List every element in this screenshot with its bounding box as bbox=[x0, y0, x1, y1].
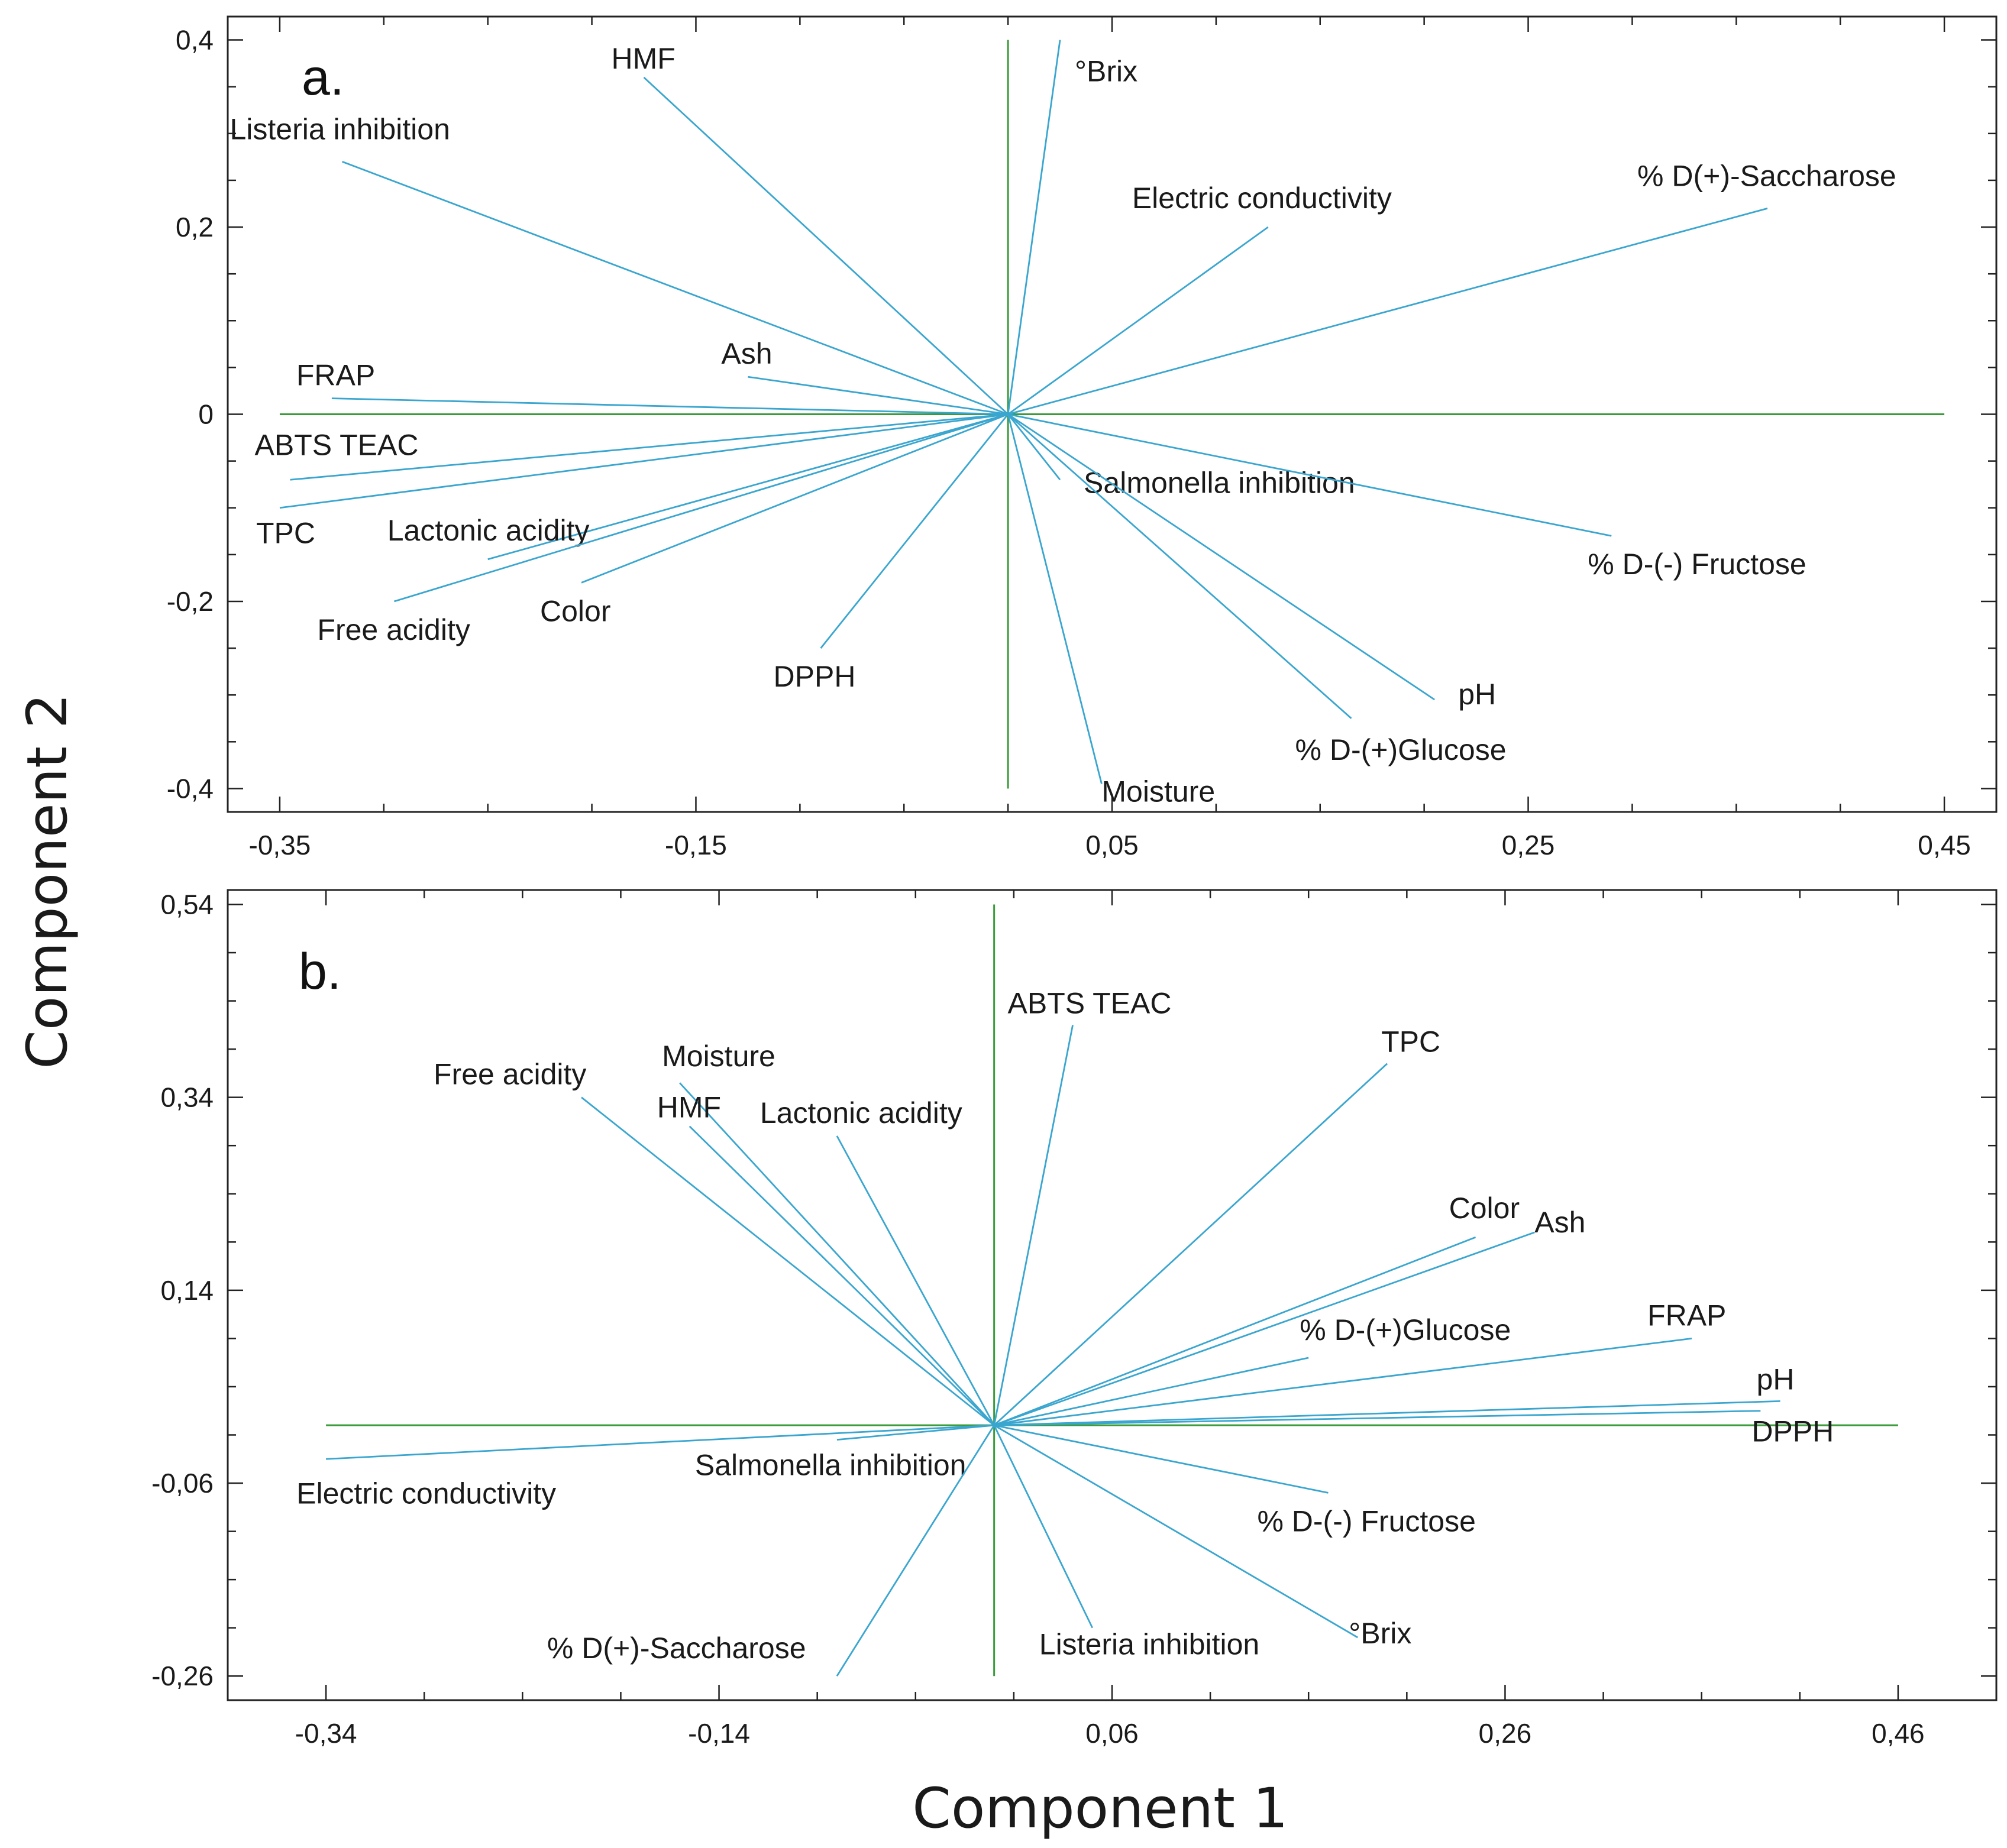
y-tick-label: -0,4 bbox=[167, 773, 214, 804]
vector-label-listeria-inhibition: Listeria inhibition bbox=[230, 112, 450, 145]
loading-vector-ash bbox=[994, 1231, 1535, 1426]
loading-vector-d-saccharose bbox=[1007, 208, 1768, 415]
panel-label-a: a. bbox=[302, 49, 344, 106]
y-axis-title: Component 2 bbox=[15, 693, 80, 1069]
x-tick-label: 0,26 bbox=[1479, 1718, 1532, 1749]
vector-label-abts-teac: ABTS TEAC bbox=[1008, 986, 1172, 1020]
loading-vector-brix bbox=[1007, 40, 1061, 415]
y-tick-label: -0,2 bbox=[167, 586, 214, 617]
loading-vector-ash bbox=[748, 376, 1009, 415]
vector-label-color: Color bbox=[1449, 1192, 1520, 1225]
vector-label-hmf: HMF bbox=[657, 1091, 721, 1124]
panel-label-b: b. bbox=[299, 943, 341, 1000]
y-tick-label: 0,34 bbox=[160, 1082, 214, 1113]
loading-vector-moisture bbox=[1007, 414, 1103, 784]
x-tick-label: 0,45 bbox=[1918, 830, 1971, 860]
vector-label-hmf: HMF bbox=[612, 42, 676, 75]
vector-label-ph: pH bbox=[1757, 1362, 1795, 1396]
vector-label-ash: Ash bbox=[721, 337, 772, 370]
vector-label-brix: °Brix bbox=[1349, 1617, 1411, 1650]
vector-label-electric-conductivity: Electric conductivity bbox=[296, 1477, 556, 1510]
loading-vector-electric-conductivity bbox=[1007, 226, 1269, 415]
vector-label-lactonic-acidity: Lactonic acidity bbox=[760, 1096, 962, 1129]
loading-vector-hmf bbox=[689, 1125, 995, 1426]
vector-label-salmonella-inhibition: Salmonella inhibition bbox=[1084, 466, 1355, 499]
vector-label-frap: FRAP bbox=[296, 359, 375, 392]
vector-label-lactonic-acidity: Lactonic acidity bbox=[387, 514, 590, 547]
vector-label-brix: °Brix bbox=[1075, 55, 1137, 88]
loading-vector-free-acidity bbox=[581, 1096, 995, 1426]
loading-vector-free-acidity bbox=[394, 413, 1009, 603]
vector-label-d-fructose: % D-(-) Fructose bbox=[1588, 548, 1806, 581]
x-tick-label: -0,35 bbox=[249, 830, 311, 860]
vector-label-color: Color bbox=[540, 594, 610, 627]
y-tick-label: 0,4 bbox=[176, 25, 214, 56]
x-tick-label: 0,06 bbox=[1085, 1718, 1139, 1749]
vector-label-listeria-inhibition: Listeria inhibition bbox=[1039, 1628, 1259, 1661]
vector-label-electric-conductivity: Electric conductivity bbox=[1132, 182, 1392, 215]
vector-label-d-glucose: % D-(+)Glucose bbox=[1295, 733, 1507, 766]
loading-vector-dpph bbox=[820, 413, 1009, 649]
loading-vector-ph bbox=[1007, 413, 1436, 701]
vector-label-moisture: Moisture bbox=[1101, 775, 1215, 808]
vector-label-d-saccharose: % D(+)-Saccharose bbox=[1637, 159, 1896, 192]
vector-label-dpph: DPPH bbox=[774, 660, 856, 693]
x-tick-label: 0,25 bbox=[1502, 830, 1555, 860]
panel-b: -0,34 -0,14 0,06 0,26 0,46 -0,26 -0,06 0,14 0,34… bbox=[151, 889, 1998, 1749]
x-tick-label: -0,14 bbox=[688, 1718, 750, 1749]
x-axis-title: Component 1 bbox=[912, 1776, 1288, 1841]
loading-vector-listeria-inhibition bbox=[993, 1425, 1094, 1629]
y-tick-label: 0,54 bbox=[160, 889, 214, 920]
vector-label-tpc: TPC bbox=[256, 517, 315, 550]
loading-vector-tpc bbox=[279, 413, 1009, 509]
loading-vector-dpph bbox=[994, 1410, 1761, 1426]
vector-label-moisture: Moisture bbox=[662, 1040, 775, 1073]
y-tick-label: -0,26 bbox=[151, 1661, 214, 1691]
vector-label-d-saccharose: % D(+)-Saccharose bbox=[547, 1632, 806, 1665]
panel-a: -0,35 -0,15 0,05 0,25 0,45 -0,4 -0,2 0 0,2 0,4 HMF… bbox=[167, 15, 1998, 860]
x-tick-label: -0,15 bbox=[665, 830, 727, 860]
vector-label-tpc: TPC bbox=[1381, 1025, 1440, 1059]
vector-label-ph: pH bbox=[1458, 678, 1496, 711]
loading-vector-hmf bbox=[643, 76, 1009, 415]
loading-vector-lactonic-acidity bbox=[487, 413, 1009, 561]
vector-label-salmonella-inhibition: Salmonella inhibition bbox=[695, 1449, 967, 1482]
loading-vector-d-glucose bbox=[994, 1357, 1309, 1426]
vector-label-ash: Ash bbox=[1534, 1206, 1585, 1239]
loading-vector-d-fructose bbox=[994, 1424, 1329, 1494]
loading-vector-d-glucose bbox=[1007, 413, 1352, 719]
vector-label-frap: FRAP bbox=[1647, 1299, 1726, 1332]
loading-vector-d-fructose bbox=[1007, 413, 1612, 537]
vector-label-free-acidity: Free acidity bbox=[317, 613, 470, 646]
loading-vector-electric-conductivity bbox=[326, 1424, 994, 1460]
loading-vector-listeria-inhibition bbox=[341, 160, 1009, 415]
y-tick-label: 0 bbox=[198, 399, 214, 430]
loading-vector-abts-teac bbox=[993, 1025, 1074, 1426]
vector-label-abts-teac: ABTS TEAC bbox=[255, 428, 419, 461]
loading-vector-frap bbox=[331, 397, 1009, 415]
loading-vector-d-saccharose bbox=[836, 1425, 995, 1677]
vector-label-free-acidity: Free acidity bbox=[434, 1058, 586, 1091]
loading-vector-abts-teac bbox=[290, 413, 1009, 481]
x-tick-label: 0,05 bbox=[1085, 830, 1139, 860]
loading-vector-tpc bbox=[993, 1063, 1388, 1426]
loading-vector-color bbox=[581, 413, 1009, 584]
y-tick-label: 0,2 bbox=[176, 212, 214, 242]
loading-vector-frap bbox=[994, 1338, 1692, 1426]
x-tick-label: 0,46 bbox=[1872, 1718, 1925, 1749]
vector-label-d-glucose: % D-(+)Glucose bbox=[1300, 1313, 1511, 1347]
loading-vector-ph bbox=[994, 1400, 1780, 1426]
loading-vector-salmonella-inhibition bbox=[1007, 413, 1061, 481]
y-tick-label: -0,06 bbox=[151, 1468, 214, 1499]
x-tick-label: -0,34 bbox=[295, 1718, 357, 1749]
loading-vector-lactonic-acidity bbox=[836, 1135, 995, 1426]
loading-vector-brix bbox=[993, 1424, 1358, 1639]
loading-vector-salmonella-inhibition bbox=[836, 1424, 994, 1441]
loading-vector-color bbox=[994, 1236, 1476, 1426]
vector-label-d-fructose: % D-(-) Fructose bbox=[1257, 1504, 1475, 1538]
loading-vector-moisture bbox=[679, 1082, 995, 1426]
y-tick-label: 0,14 bbox=[160, 1275, 214, 1306]
vector-label-dpph: DPPH bbox=[1751, 1415, 1834, 1448]
